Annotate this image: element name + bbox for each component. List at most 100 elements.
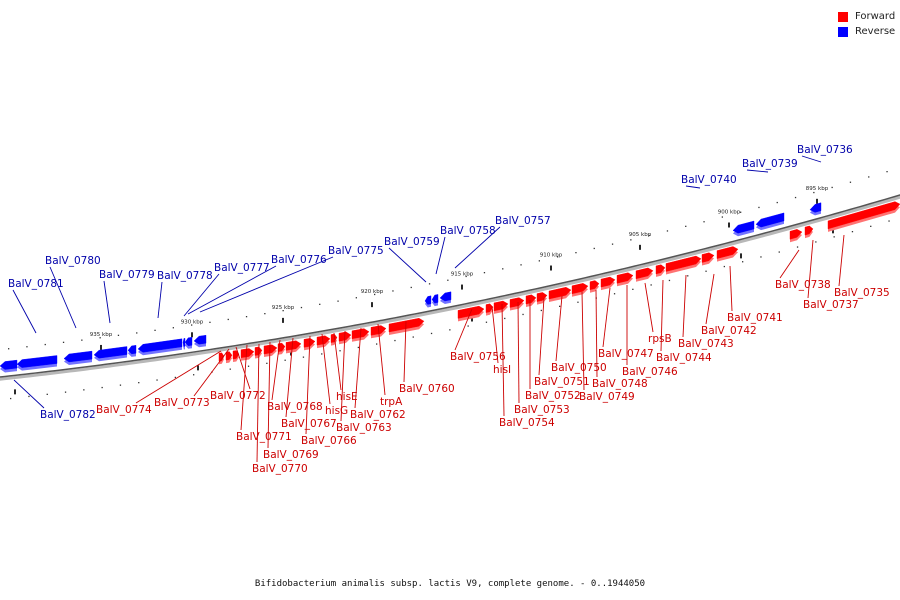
label-balv-0749[interactable]: BalV_0749 [579,391,635,403]
label-balv-0776[interactable]: BalV_0776 [271,254,327,266]
label-balv-0736[interactable]: BalV_0736 [797,144,853,156]
label-hisi[interactable]: hisI [493,364,511,376]
label-balv-0766[interactable]: BalV_0766 [301,435,357,447]
leader-rpsb [644,282,654,333]
leader-balv-0751 [538,297,545,376]
label-balv-0740[interactable]: BalV_0740 [681,174,737,186]
scale-dot [193,374,195,376]
label-balv-0739[interactable]: BalV_0739 [742,158,798,170]
scale-dot [685,225,687,227]
legend-forward: Forward [838,9,895,24]
leader-balv-0771 [240,344,248,431]
leader-balv-0737 [807,239,814,299]
label-balv-0743[interactable]: BalV_0743 [678,338,734,350]
label-balv-0772[interactable]: BalV_0772 [210,390,266,402]
scale-dot [62,341,65,343]
label-balv-0773[interactable]: BalV_0773 [154,397,210,409]
label-balv-0780[interactable]: BalV_0780 [45,255,101,267]
label-balv-0751[interactable]: BalV_0751 [534,376,590,388]
scale-dot [611,243,614,245]
scale-dot [410,286,412,289]
label-trpa[interactable]: trpA [380,396,403,408]
label-balv-0777[interactable]: BalV_0777 [214,262,270,274]
label-balv-0741[interactable]: BalV_0741 [727,312,783,324]
label-balv-0760[interactable]: BalV_0760 [399,383,455,395]
leader-balv-0778 [157,281,163,319]
scale-dot [264,313,266,315]
leader-hise [333,332,342,391]
label-balv-0744[interactable]: BalV_0744 [656,352,712,364]
label-balv-0756[interactable]: BalV_0756 [450,351,506,363]
scale-dot [81,339,83,341]
scale-dot [485,321,488,323]
label-balv-0750[interactable]: BalV_0750 [551,362,607,374]
label-balv-0774[interactable]: BalV_0774 [96,404,152,416]
scale-dot [868,176,870,178]
gene-balv-0776 [184,337,193,347]
label-balv-0782[interactable]: BalV_0782 [40,409,96,421]
scale-dot [227,318,229,321]
label-balv-0775[interactable]: BalV_0775 [328,245,384,257]
label-hisg[interactable]: hisG [325,405,348,417]
tick-label: 905 kbp [629,232,652,238]
label-balv-0757[interactable]: BalV_0757 [495,215,551,227]
label-balv-0778[interactable]: BalV_0778 [157,270,213,282]
leader-balv-0743 [682,274,687,338]
scale-dot [851,231,854,233]
label-balv-0781[interactable]: BalV_0781 [8,278,64,290]
label-balv-0746[interactable]: BalV_0746 [622,366,678,378]
legend: Forward Reverse [838,9,895,39]
label-balv-0754[interactable]: BalV_0754 [499,417,555,429]
label-balv-0748[interactable]: BalV_0748 [592,378,648,390]
leader-balv-0767 [285,337,294,418]
gene-balv-0746 [616,272,634,284]
label-balv-0737[interactable]: BalV_0737 [803,299,859,311]
scale-dot [668,279,671,282]
label-hise[interactable]: hisE [336,391,358,403]
gene-balv-0757 [439,291,452,302]
label-balv-0735[interactable]: BalV_0735 [834,287,890,299]
label-balv-0762[interactable]: BalV_0762 [350,409,406,421]
gene-balv-0748 [589,280,600,290]
leader-balv-0777 [183,273,220,317]
tick-label: 935 kbp [90,332,113,338]
gene-balv-0777 [182,338,186,347]
gene-balv-0760 [388,317,425,333]
scale-dot [538,260,540,262]
scale-dot [355,297,357,299]
label-balv-0742[interactable]: BalV_0742 [701,325,757,337]
label-balv-0747[interactable]: BalV_0747 [598,348,654,360]
label-balv-0753[interactable]: BalV_0753 [514,404,570,416]
label-balv-0763[interactable]: BalV_0763 [336,422,392,434]
leader-balv-0774 [135,350,222,404]
label-balv-0779[interactable]: BalV_0779 [99,269,155,281]
label-balv-0771[interactable]: BalV_0771 [236,431,292,443]
scale-dot [813,191,815,194]
scale-dot [815,241,817,243]
scale-dot [8,348,10,350]
gene-balv-0737 [804,225,814,236]
scale-dot [117,334,120,336]
gene-balv-0782 [16,355,58,368]
gene-balv-0751 [536,292,548,302]
scale-dot [632,288,634,290]
label-rpsb[interactable]: rpsB [648,333,672,345]
scale-dot [888,220,890,222]
scale-dot [28,395,30,398]
label-balv-0752[interactable]: BalV_0752 [525,390,581,402]
label-balv-0759[interactable]: BalV_0759 [384,236,440,248]
label-balv-0758[interactable]: BalV_0758 [440,225,496,237]
gene-balv-0779 [127,345,137,355]
label-balv-0768[interactable]: BalV_0768 [267,401,323,413]
gene-balv-0743 [665,255,702,272]
label-balv-0767[interactable]: BalV_0767 [281,418,337,430]
scale-dot [742,261,744,263]
gene-balv-0782 [0,359,18,370]
scale-dot [648,234,650,237]
label-balv-0770[interactable]: BalV_0770 [252,463,308,475]
label-balv-0769[interactable]: BalV_0769 [263,449,319,461]
leader-balv-0770 [256,343,260,463]
gene-balv-0744 [655,264,666,275]
label-balv-0738[interactable]: BalV_0738 [775,279,831,291]
